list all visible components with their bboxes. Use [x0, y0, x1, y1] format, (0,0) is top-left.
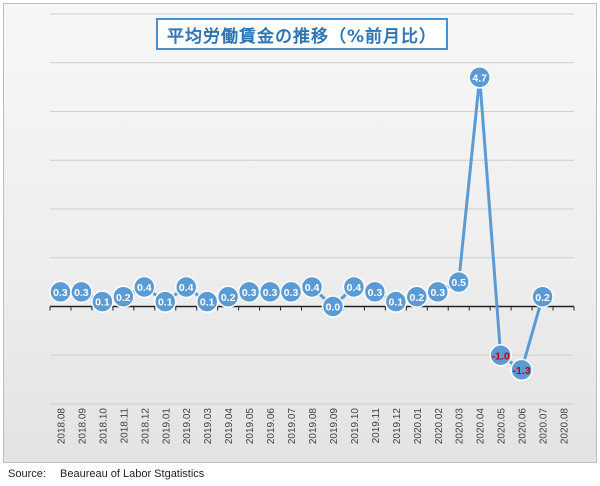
data-label: -1.0 — [492, 350, 510, 362]
data-point — [321, 295, 345, 318]
data-label: 0.3 — [368, 287, 383, 299]
x-tick-label: 2019.06 — [266, 408, 277, 445]
x-tick-label: 2019.03 — [203, 408, 214, 445]
x-tick-label: 2020.06 — [518, 408, 529, 445]
data-label: 0.1 — [389, 297, 404, 309]
source-note: Source: Beaureau of Labor Stgatistics — [8, 468, 204, 480]
data-label: 0.4 — [179, 282, 194, 294]
data-point — [195, 290, 219, 313]
x-tick-label: 2020.04 — [476, 408, 487, 445]
x-tick-label: 2019.02 — [182, 408, 193, 445]
data-point — [70, 280, 93, 304]
data-label: 0.3 — [53, 287, 68, 299]
x-tick-label: 2019.08 — [308, 408, 319, 445]
x-tick-label: 2019.04 — [224, 408, 235, 445]
data-label: 0.3 — [263, 287, 278, 299]
data-label: 0.4 — [305, 282, 320, 294]
x-tick-label: 2020.05 — [497, 408, 508, 445]
data-point — [300, 275, 324, 299]
x-tick-label: 2018.09 — [77, 408, 88, 445]
series-line — [60, 75, 545, 372]
data-point — [279, 280, 303, 304]
data-label: 0.2 — [221, 292, 236, 304]
x-tick-label: 2020.07 — [539, 408, 550, 445]
data-point — [342, 275, 366, 299]
data-point — [426, 280, 450, 304]
data-point — [447, 270, 470, 294]
x-tick-label: 2019.12 — [392, 408, 403, 445]
x-tick-label: 2019.10 — [350, 408, 361, 445]
data-point — [363, 280, 387, 304]
line-chart: 2018.08 2018.09 2018.10 2018.11 2018.12 2019.… — [49, 13, 575, 445]
x-tick-label: 2019.01 — [161, 408, 172, 445]
x-tick-label: 2018.11 — [119, 408, 130, 444]
data-label: 0.3 — [74, 287, 89, 299]
x-tick-label: 2019.07 — [287, 408, 298, 445]
data-point — [489, 344, 512, 367]
data-label: 0.0 — [326, 302, 341, 314]
data-label: 4.7 — [472, 72, 487, 84]
data-label: 0.1 — [95, 297, 110, 309]
data-point — [468, 66, 491, 89]
data-point — [174, 275, 198, 299]
data-point — [216, 285, 240, 308]
x-tick-label: 2018.10 — [98, 408, 109, 445]
data-label: -1.3 — [513, 365, 531, 377]
data-label: 0.3 — [430, 287, 445, 299]
chart-frame: 2018.08 2018.09 2018.10 2018.11 2018.12 2019.… — [3, 3, 597, 463]
data-point — [91, 290, 114, 313]
data-label: 0.2 — [116, 292, 131, 304]
data-label: 0.4 — [347, 282, 362, 294]
data-label: 0.2 — [535, 292, 550, 304]
data-point — [133, 275, 156, 299]
data-point — [531, 285, 554, 308]
data-label: 0.3 — [242, 287, 257, 299]
data-label: 0.1 — [200, 297, 215, 309]
x-tick-label: 2020.01 — [413, 408, 424, 445]
x-tick-label: 2019.05 — [245, 408, 256, 445]
x-tick-label: 2018.12 — [140, 408, 151, 445]
x-tick-label: 2020.03 — [455, 408, 466, 445]
data-point — [510, 358, 533, 382]
data-point — [384, 290, 408, 313]
x-tick-label: 2019.11 — [371, 408, 382, 444]
x-tick-label: 2020.08 — [560, 408, 571, 445]
chart-title: 平均労働賃金の推移（%前月比） — [156, 18, 448, 50]
source-text: Beaureau of Labor Stgatistics — [60, 468, 205, 480]
source-label: Source: — [8, 468, 46, 480]
data-label: 0.5 — [451, 277, 466, 289]
data-point — [154, 290, 177, 313]
x-tick-label: 2020.02 — [434, 408, 445, 445]
data-label: 0.2 — [409, 292, 424, 304]
data-label: 0.1 — [158, 297, 173, 309]
data-label: 0.4 — [137, 282, 152, 294]
x-tick-label: 2018.08 — [56, 408, 67, 445]
x-tick-label: 2019.09 — [329, 408, 340, 445]
data-point — [405, 285, 429, 308]
data-point — [112, 285, 135, 308]
plot-background — [4, 4, 596, 462]
data-label: 0.3 — [284, 287, 299, 299]
